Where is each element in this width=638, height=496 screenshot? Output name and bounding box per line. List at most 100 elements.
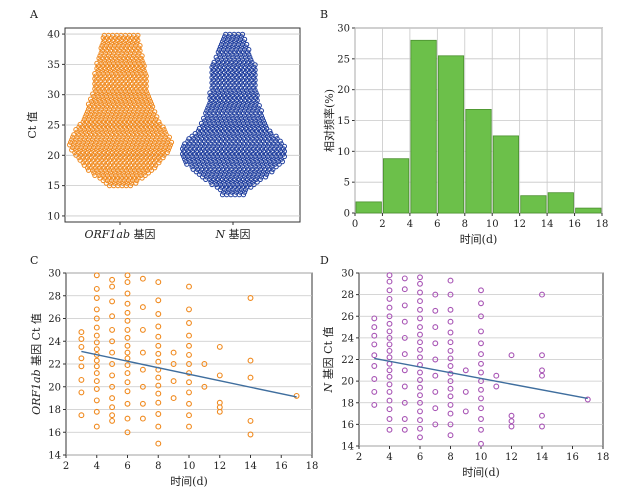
data-point [109, 338, 116, 345]
data-point [417, 425, 423, 432]
data-point [166, 134, 172, 140]
data-point [447, 347, 454, 354]
histogram-bar [437, 55, 465, 214]
data-point [386, 334, 393, 341]
data-point [153, 116, 159, 123]
data-point [417, 280, 423, 287]
data-point [252, 62, 258, 68]
data-point [417, 298, 423, 305]
data-point [478, 328, 484, 335]
histogram-bar [547, 192, 574, 214]
data-point [157, 121, 163, 128]
data-point [164, 149, 170, 156]
y-tick-label: 26 [48, 314, 61, 325]
data-point [417, 339, 423, 346]
data-point [264, 125, 270, 132]
data-point [273, 164, 279, 170]
data-point [124, 317, 131, 324]
data-point [401, 351, 408, 358]
data-point [251, 69, 257, 76]
data-point [165, 137, 171, 143]
data-point [371, 341, 378, 348]
data-point [247, 431, 254, 438]
x-tick-label: 4 [386, 452, 392, 463]
data-point [93, 363, 100, 370]
data-point [417, 369, 423, 376]
data-point [251, 181, 257, 188]
data-point [78, 329, 85, 336]
x-tick-label: 6 [417, 452, 423, 463]
data-point [539, 367, 545, 374]
data-point [155, 390, 162, 397]
x-tick-label: 10 [486, 219, 499, 230]
data-point [134, 35, 140, 41]
data-point [243, 44, 249, 50]
data-point [153, 162, 159, 168]
panel-a: A 10 15 20 25 30 35 40 ORF1ab 基因 N 基因 Ct 值 [26, 8, 301, 241]
data-point [186, 332, 192, 339]
data-point [157, 157, 163, 163]
data-point [371, 324, 378, 331]
x-tick-label: 14 [244, 461, 257, 472]
data-point [386, 320, 393, 327]
data-point [247, 54, 253, 60]
data-point [155, 374, 162, 381]
data-point [133, 180, 139, 186]
data-point [156, 160, 162, 166]
data-point [386, 278, 393, 285]
data-point [254, 179, 260, 185]
data-point [139, 175, 145, 181]
y-tick-label: 24 [48, 337, 61, 348]
data-point [248, 57, 254, 63]
data-point [432, 291, 439, 298]
data-point [386, 313, 393, 320]
data-point [256, 103, 262, 109]
data-point [160, 155, 166, 161]
data-point [417, 331, 423, 338]
data-point [186, 306, 192, 313]
x-tick-label: 14 [536, 452, 549, 463]
data-point [246, 52, 252, 58]
data-point [386, 388, 393, 395]
data-point [155, 399, 162, 406]
data-point [386, 367, 393, 374]
data-point [462, 388, 469, 395]
x-tick-label: 16 [566, 452, 579, 463]
data-point [417, 399, 423, 406]
data-point [93, 306, 100, 313]
data-point [155, 297, 162, 304]
data-point [584, 396, 591, 403]
data-point [139, 304, 146, 311]
data-point [124, 300, 131, 307]
data-point [186, 400, 192, 407]
data-point [508, 418, 515, 425]
panel-letter-a: A [29, 8, 39, 21]
y-tick-label: 16 [48, 428, 61, 439]
data-point [493, 383, 500, 390]
data-point [216, 372, 223, 379]
data-point [124, 279, 131, 286]
data-point [276, 161, 282, 167]
data-point [93, 332, 100, 339]
y-tick-label: 16 [341, 420, 354, 431]
data-point [386, 406, 393, 413]
data-point [447, 291, 454, 298]
data-point [478, 440, 484, 447]
data-point [401, 302, 408, 309]
data-point [401, 426, 408, 433]
data-point [257, 176, 263, 182]
data-point [447, 401, 454, 408]
data-point [160, 124, 166, 130]
y-tick-label: 24 [341, 333, 354, 344]
data-point [134, 177, 140, 184]
x-tick-label: 2 [356, 452, 362, 463]
data-point [386, 354, 393, 361]
data-point [247, 417, 254, 424]
y-tick-label: 20 [337, 85, 350, 96]
data-point [146, 96, 152, 102]
data-point [447, 363, 454, 369]
y-axis-label: ORF1ab 基因 Ct 值 [30, 313, 43, 415]
data-point [252, 77, 258, 83]
